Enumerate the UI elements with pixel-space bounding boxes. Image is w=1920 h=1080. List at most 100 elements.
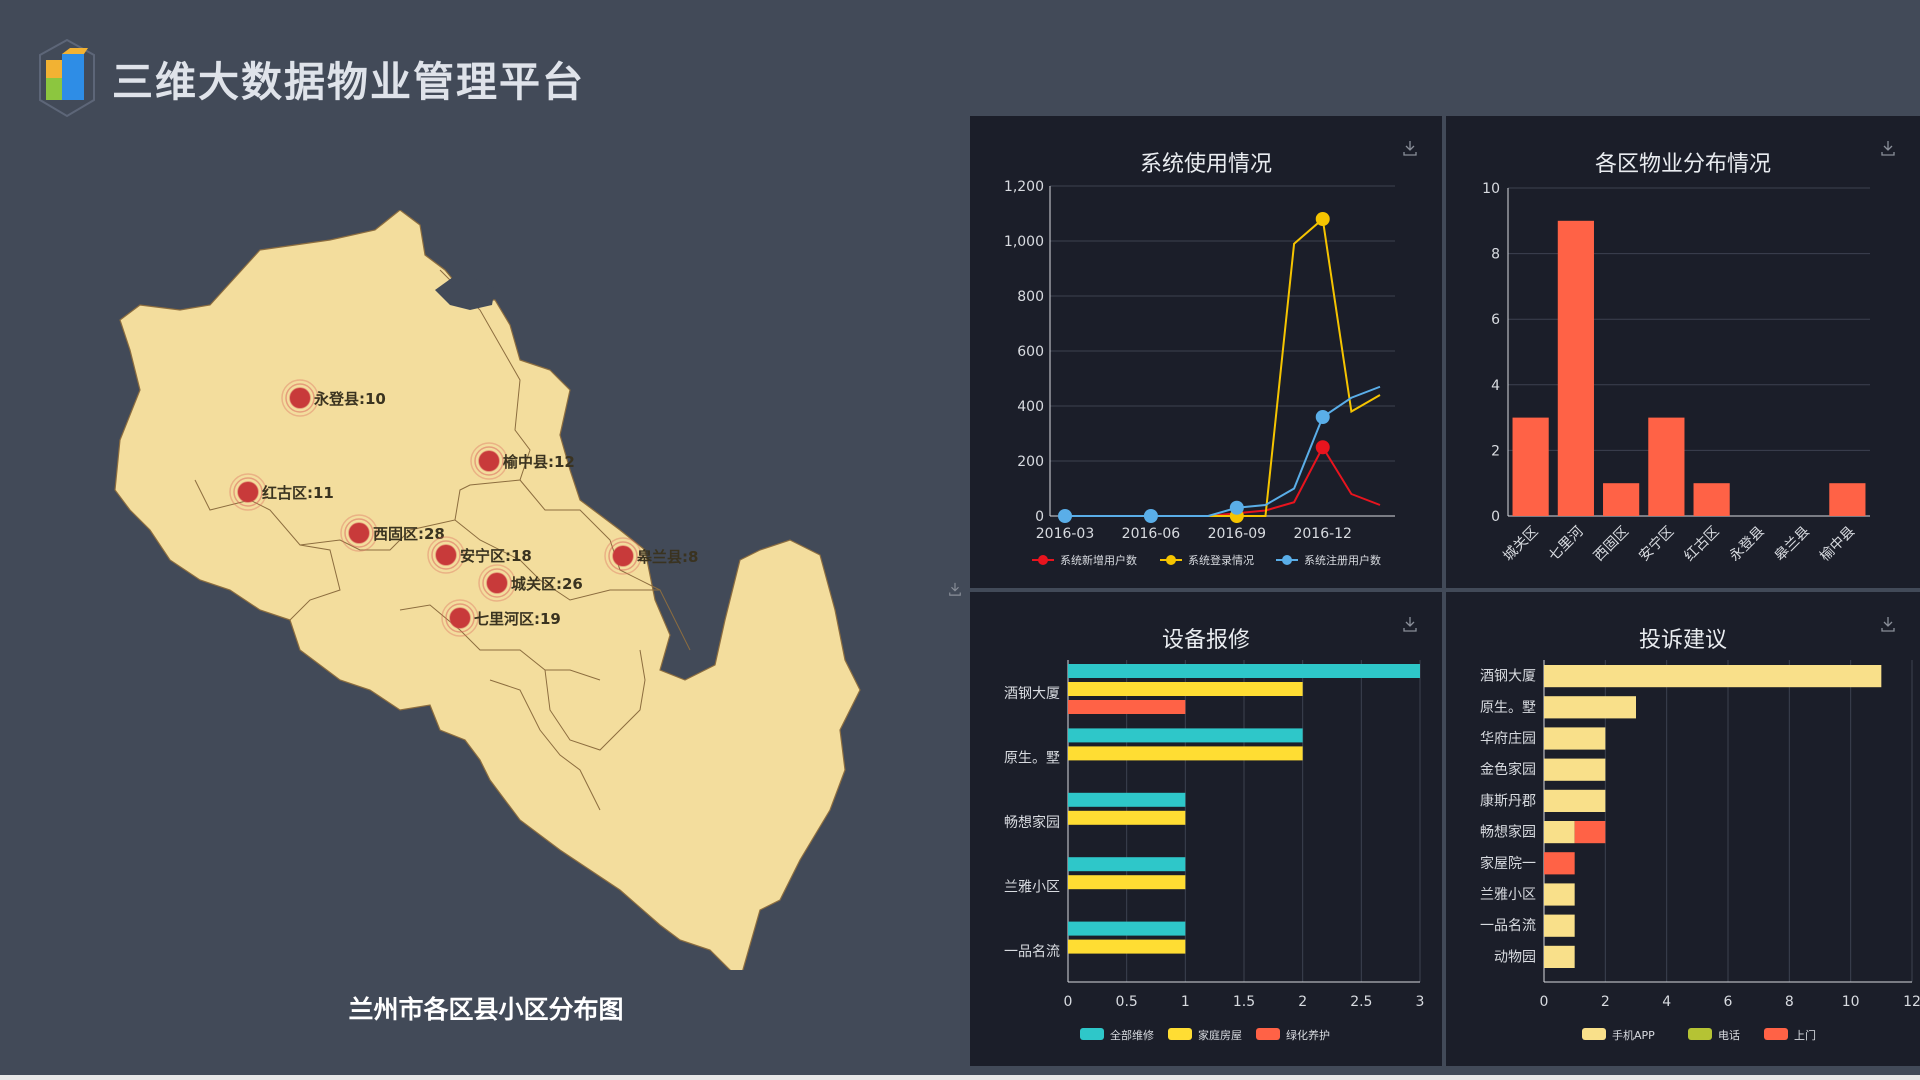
y-tick-label: 8 bbox=[1491, 247, 1500, 263]
marker-ring bbox=[344, 518, 374, 548]
bar bbox=[1544, 727, 1606, 750]
y-tick-label: 一品名流 bbox=[1004, 944, 1060, 960]
bar bbox=[1068, 857, 1186, 872]
download-icon[interactable] bbox=[1402, 616, 1418, 632]
marker-ring bbox=[285, 383, 315, 413]
data-point bbox=[1058, 509, 1072, 523]
marker-label: 红古区:11 bbox=[262, 484, 334, 502]
legend-item: 上门 bbox=[1764, 1028, 1816, 1042]
legend-label: 手机APP bbox=[1612, 1028, 1655, 1042]
data-point bbox=[1315, 212, 1330, 226]
map-marker: 城关区:26 bbox=[478, 564, 583, 602]
panel-usage: 系统使用情况 0 200 400 600 800 1,000 1,200 2016-03 201… bbox=[970, 116, 1442, 588]
bar bbox=[1544, 914, 1575, 937]
legend-swatch bbox=[1080, 1028, 1104, 1040]
bar bbox=[1068, 728, 1303, 743]
marker-ring bbox=[482, 568, 512, 598]
marker-dot bbox=[290, 388, 310, 408]
legend-item: 系统注册用户数 bbox=[1276, 553, 1381, 567]
marker-dot bbox=[436, 545, 456, 565]
x-tick-label: 2016-09 bbox=[1208, 526, 1267, 542]
y-tick-label: 原生。墅 bbox=[1480, 700, 1536, 716]
download-icon[interactable] bbox=[948, 582, 962, 596]
bar bbox=[1544, 696, 1636, 719]
marker-ring bbox=[478, 564, 516, 602]
marker-ring bbox=[431, 540, 461, 570]
bar bbox=[1068, 921, 1186, 936]
map-title: 兰州市各区县小区分布图 bbox=[348, 995, 624, 1024]
marker-dot bbox=[349, 523, 369, 543]
marker-label: 西固区:28 bbox=[373, 525, 445, 543]
legend-label: 上门 bbox=[1794, 1028, 1816, 1042]
bar bbox=[1068, 792, 1186, 807]
y-tick-label: 2 bbox=[1491, 443, 1500, 459]
y-tick-label: 0 bbox=[1035, 509, 1044, 525]
marker-dot bbox=[487, 573, 507, 593]
legend-item: 系统登录情况 bbox=[1160, 553, 1254, 567]
download-icon[interactable] bbox=[1402, 140, 1418, 156]
bar bbox=[1544, 789, 1606, 812]
district-border bbox=[519, 479, 661, 591]
y-tick-label: 10 bbox=[1482, 181, 1500, 197]
x-tick-label: 1 bbox=[1181, 994, 1190, 1010]
chart-title: 设备报修 bbox=[1161, 628, 1250, 653]
y-tick-label: 200 bbox=[1017, 454, 1044, 470]
bar bbox=[1693, 483, 1730, 516]
y-tick-label: 600 bbox=[1017, 344, 1044, 360]
download-icon[interactable] bbox=[1880, 140, 1896, 156]
x-tick-label: 4 bbox=[1662, 994, 1671, 1010]
marker-label: 皋兰县:8 bbox=[637, 548, 698, 566]
district-border bbox=[489, 679, 601, 811]
chart-usage: 0 200 400 600 800 1,000 1,200 2016-03 2016-06 201… bbox=[1004, 179, 1395, 567]
data-point bbox=[1315, 410, 1330, 424]
y-tick-label: 原生。墅 bbox=[1004, 751, 1060, 767]
x-tick-label: 2016-12 bbox=[1293, 526, 1352, 542]
download-icon[interactable] bbox=[1880, 616, 1896, 632]
y-tick-label: 康斯丹郡 bbox=[1480, 792, 1536, 809]
bar bbox=[1829, 483, 1866, 516]
y-tick-label: 0 bbox=[1491, 509, 1500, 525]
legend-item: 电话 bbox=[1688, 1028, 1740, 1042]
legend-swatch bbox=[1764, 1028, 1788, 1040]
x-tick-label: 2016-06 bbox=[1122, 526, 1181, 542]
map-shape bbox=[114, 210, 861, 970]
panel-repair: 设备报修 0 0.5 1 1.5 2 2.5 3 酒钢大厦 原生。墅 畅想家园 兰雅小区 一品名流 全部… bbox=[970, 592, 1442, 1066]
map-marker: 榆中县:12 bbox=[470, 442, 575, 480]
y-tick-label: 家屋院一 bbox=[1480, 855, 1536, 872]
bar bbox=[1544, 883, 1575, 906]
lanzhou-map: 永登县:10 榆中县:12 红古区:11 西固区:28 安宁区:18 城关区:26 七里河区… bbox=[114, 210, 861, 970]
x-tick-label: 0 bbox=[1540, 994, 1549, 1010]
y-tick-label: 兰雅小区 bbox=[1480, 887, 1536, 903]
data-point bbox=[1143, 509, 1158, 523]
bar bbox=[1574, 821, 1606, 844]
x-tick-label: 七里河 bbox=[1546, 524, 1587, 565]
y-tick-label: 6 bbox=[1491, 312, 1500, 328]
x-tick-label: 安宁区 bbox=[1635, 523, 1677, 565]
x-tick-label: 12 bbox=[1903, 994, 1920, 1010]
x-tick-label: 6 bbox=[1724, 994, 1733, 1010]
district-border bbox=[399, 604, 601, 681]
x-tick-label: 永登县 bbox=[1727, 524, 1768, 565]
legend-marker bbox=[1282, 555, 1292, 565]
x-tick-label: 2016-03 bbox=[1036, 526, 1095, 542]
series-line bbox=[1065, 445, 1381, 517]
bar bbox=[1068, 700, 1186, 714]
map-marker: 皋兰县:8 bbox=[604, 537, 698, 575]
y-tick-label: 畅想家园 bbox=[1004, 814, 1060, 831]
x-tick-label: 10 bbox=[1842, 994, 1860, 1010]
marker-dot bbox=[450, 608, 470, 628]
x-tick-label: 城关区 bbox=[1500, 524, 1541, 565]
district-border bbox=[289, 544, 341, 621]
chart-title: 投诉建议 bbox=[1638, 628, 1727, 653]
legend-item: 绿化养护 bbox=[1256, 1028, 1330, 1042]
y-tick-label: 4 bbox=[1491, 378, 1500, 394]
panel-district: 各区物业分布情况 0 2 4 6 8 10 城关区 七里河 西固区 安宁区 红古区 永登县 皋兰县 榆中县 bbox=[1446, 116, 1920, 588]
x-tick-label: 红古区 bbox=[1681, 524, 1722, 565]
y-tick-label: 800 bbox=[1017, 289, 1044, 305]
bar bbox=[1544, 665, 1882, 688]
marker-ring bbox=[281, 379, 319, 417]
legend-label: 全部维修 bbox=[1110, 1028, 1154, 1042]
chart-title: 系统使用情况 bbox=[1139, 152, 1272, 177]
y-tick-label: 1,200 bbox=[1004, 179, 1044, 195]
